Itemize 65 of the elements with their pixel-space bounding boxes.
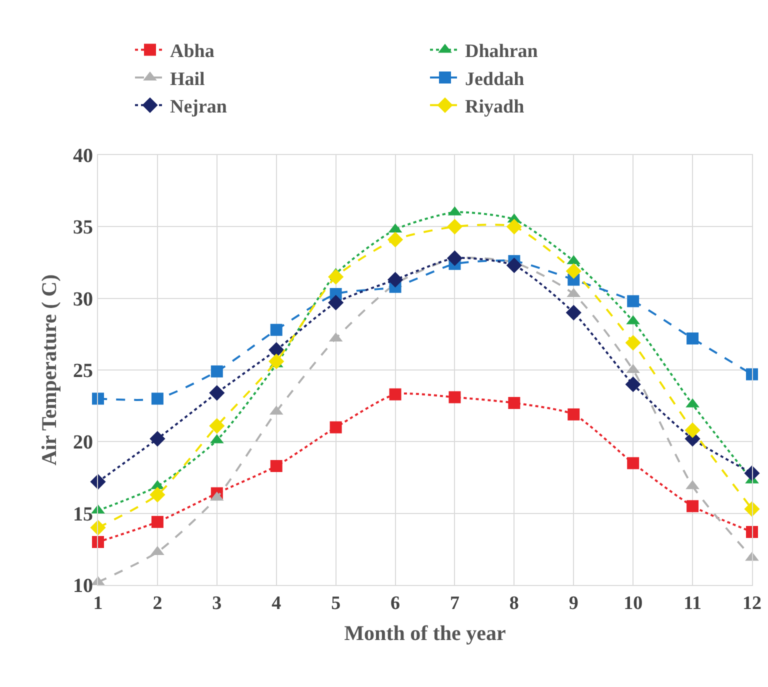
- point: [506, 218, 522, 234]
- point: [210, 365, 223, 378]
- point: [328, 294, 344, 310]
- y-axis-title: Air Temperature ( C): [37, 274, 62, 466]
- x-tick-label: 6: [390, 592, 400, 614]
- point: [268, 354, 284, 370]
- point: [387, 232, 404, 248]
- x-tick-label: 11: [684, 592, 702, 614]
- point: [268, 342, 284, 358]
- x-axis-title: Month of the year: [344, 621, 506, 645]
- y-tick-label: 15: [73, 503, 93, 526]
- point: [92, 392, 104, 405]
- y-tick-label: 25: [73, 360, 93, 382]
- point: [566, 304, 582, 320]
- point: [150, 486, 166, 502]
- x-tick-label: 7: [450, 592, 460, 614]
- y-tick-label: 10: [73, 575, 93, 597]
- point: [328, 269, 344, 285]
- x-tick-label: 1: [93, 592, 103, 614]
- point: [387, 272, 404, 288]
- point: [684, 422, 700, 438]
- point: [627, 457, 640, 470]
- legend-label: Abha: [170, 41, 215, 62]
- point: [209, 418, 225, 434]
- legend-label: Hail: [170, 68, 205, 90]
- point: [151, 516, 164, 528]
- point: [566, 263, 582, 279]
- y-tick-label: 20: [73, 432, 93, 454]
- x-tick-label: 4: [272, 592, 282, 614]
- point: [151, 392, 164, 405]
- point: [270, 460, 282, 472]
- point: [686, 500, 699, 512]
- y-tick-label: 30: [73, 288, 93, 310]
- x-tick-label: 5: [331, 592, 341, 614]
- x-tick-label: 10: [624, 592, 643, 614]
- point: [209, 385, 225, 401]
- point: [746, 526, 758, 538]
- legend-label: Dhahran: [465, 41, 538, 62]
- point: [150, 431, 166, 447]
- point: [568, 408, 580, 420]
- x-tick-label: 3: [212, 592, 222, 614]
- point: [627, 295, 640, 308]
- x-tick-label: 12: [742, 592, 762, 614]
- point: [508, 396, 520, 409]
- point: [446, 250, 463, 266]
- point: [92, 536, 104, 548]
- legend-label: Jeddah: [465, 68, 525, 90]
- x-tick-label: 9: [568, 592, 578, 614]
- point: [330, 421, 342, 434]
- legend-label: Nejran: [170, 96, 228, 118]
- y-tick-label: 40: [73, 145, 93, 167]
- y-tick-label: 35: [73, 216, 93, 239]
- point: [506, 258, 522, 274]
- point: [746, 368, 758, 380]
- legend-label: Riyadh: [465, 96, 525, 118]
- point: [448, 391, 461, 404]
- x-tick-label: 8: [509, 592, 519, 614]
- point: [686, 332, 699, 344]
- point: [625, 376, 641, 392]
- point: [270, 324, 282, 336]
- point: [90, 474, 106, 490]
- x-tick-label: 2: [152, 592, 162, 614]
- point: [625, 334, 641, 351]
- point: [446, 218, 463, 234]
- point: [389, 388, 402, 400]
